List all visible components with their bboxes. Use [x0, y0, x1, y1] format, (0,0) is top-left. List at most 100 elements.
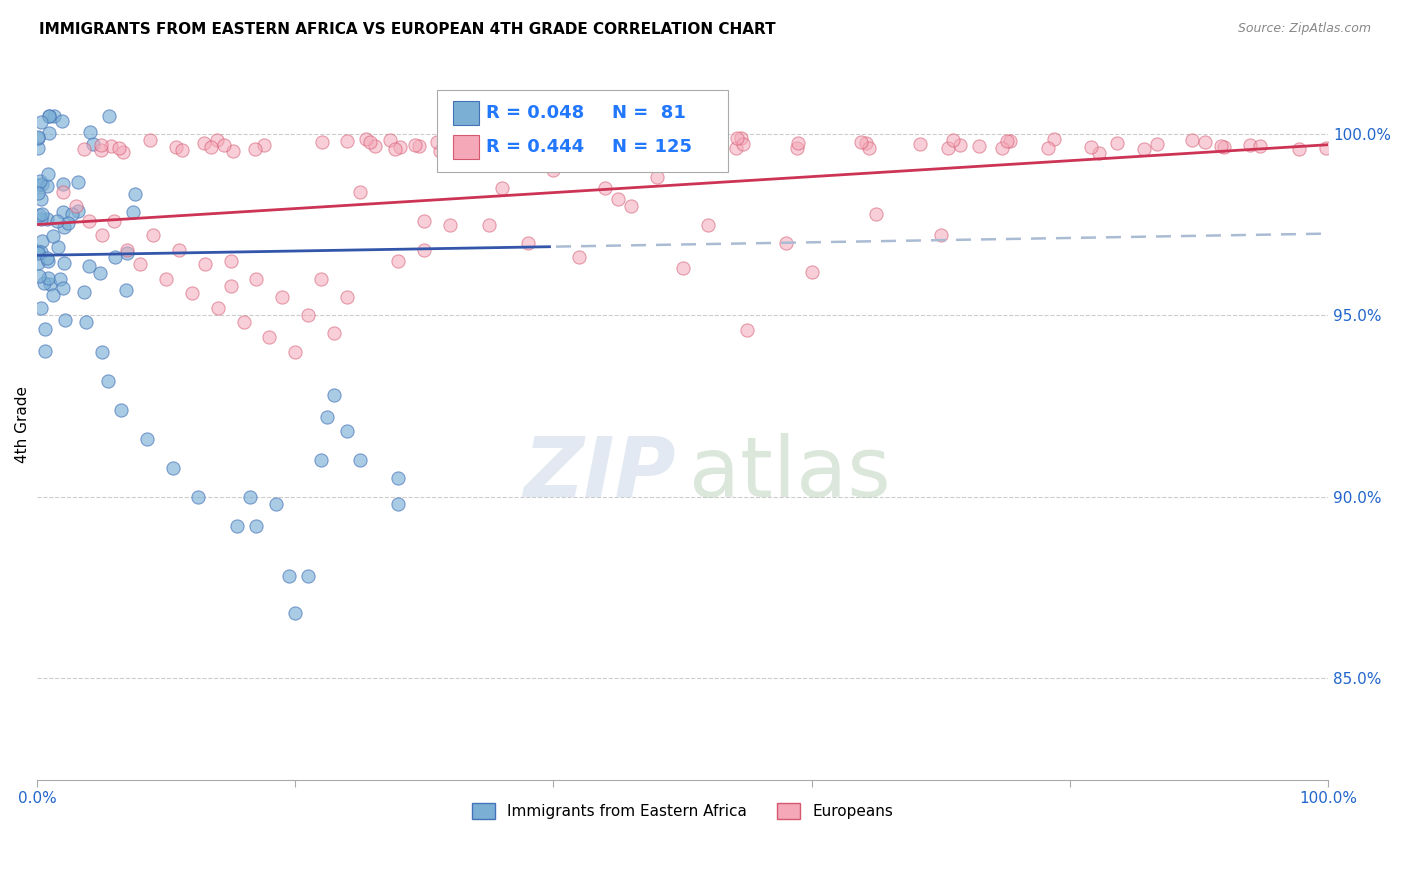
Point [588, 140, 610, 154]
Point [571, 138, 593, 153]
Point [53, 313, 76, 327]
Point [27, 246, 49, 260]
Point [135, 432, 157, 446]
Point [75, 316, 97, 330]
Point [1080, 140, 1102, 154]
Point [207, 301, 229, 315]
Text: Source: ZipAtlas.com: Source: ZipAtlas.com [1237, 22, 1371, 36]
Point [65, 199, 87, 213]
Point [103, 214, 125, 228]
Point [124, 186, 146, 201]
Point [598, 137, 620, 152]
Point [90, 344, 112, 359]
Point [271, 290, 294, 304]
Point [52, 185, 75, 199]
Point [51, 205, 73, 219]
Point [1043, 132, 1066, 146]
Point [32, 277, 55, 291]
FancyBboxPatch shape [453, 101, 478, 126]
Point [180, 286, 202, 301]
Point [129, 257, 152, 271]
Point [1088, 146, 1111, 161]
Point [297, 308, 319, 322]
Point [865, 207, 887, 221]
Point [800, 265, 823, 279]
Point [200, 140, 222, 154]
Point [253, 138, 276, 153]
Point [205, 133, 228, 147]
Point [1212, 140, 1234, 154]
Point [222, 144, 245, 158]
Point [724, 141, 747, 155]
Point [38, 109, 60, 123]
Point [543, 133, 565, 147]
Point [491, 181, 513, 195]
Point [27, 256, 49, 270]
Text: R = 0.444: R = 0.444 [486, 137, 585, 156]
Text: N = 125: N = 125 [612, 137, 692, 156]
Point [30, 301, 52, 315]
Point [929, 228, 952, 243]
Point [112, 145, 135, 159]
Point [309, 272, 332, 286]
Point [731, 136, 754, 151]
Point [98, 109, 121, 123]
Point [138, 133, 160, 147]
Point [322, 326, 344, 341]
Point [38, 277, 60, 291]
Point [439, 136, 461, 151]
Point [30, 192, 52, 206]
Point [277, 569, 299, 583]
Point [336, 134, 359, 148]
Point [439, 218, 461, 232]
Point [364, 139, 387, 153]
Point [245, 272, 267, 286]
Point [245, 518, 267, 533]
Point [30, 245, 52, 260]
Point [690, 139, 713, 153]
Point [72, 142, 94, 156]
Point [349, 453, 371, 467]
Point [42, 228, 65, 243]
Point [413, 243, 436, 257]
Point [429, 144, 451, 158]
Point [384, 142, 406, 156]
Point [37, 254, 59, 268]
Point [568, 250, 591, 264]
Point [27, 244, 49, 258]
Point [35, 251, 58, 265]
FancyBboxPatch shape [437, 90, 728, 171]
Point [52, 280, 75, 294]
Y-axis label: 4th Grade: 4th Grade [15, 385, 30, 463]
Point [89, 266, 111, 280]
Point [404, 138, 426, 153]
Point [671, 261, 693, 276]
Point [103, 250, 125, 264]
Point [115, 245, 138, 260]
Point [679, 133, 702, 147]
Point [90, 228, 112, 243]
Point [858, 141, 880, 155]
Point [27, 178, 49, 193]
Point [27, 141, 49, 155]
Point [447, 141, 470, 155]
Point [46, 239, 69, 253]
Point [90, 138, 112, 153]
Point [936, 141, 959, 155]
FancyBboxPatch shape [453, 135, 478, 159]
Point [408, 139, 430, 153]
Point [855, 136, 877, 151]
Point [193, 136, 215, 151]
Point [77, 214, 100, 228]
Point [239, 490, 262, 504]
Point [967, 139, 990, 153]
Point [478, 218, 501, 232]
Point [27, 129, 49, 144]
Point [155, 272, 177, 286]
Point [704, 137, 727, 152]
Point [48, 271, 70, 285]
Point [30, 212, 52, 227]
Point [284, 344, 307, 359]
Point [1315, 141, 1337, 155]
Point [786, 141, 808, 155]
